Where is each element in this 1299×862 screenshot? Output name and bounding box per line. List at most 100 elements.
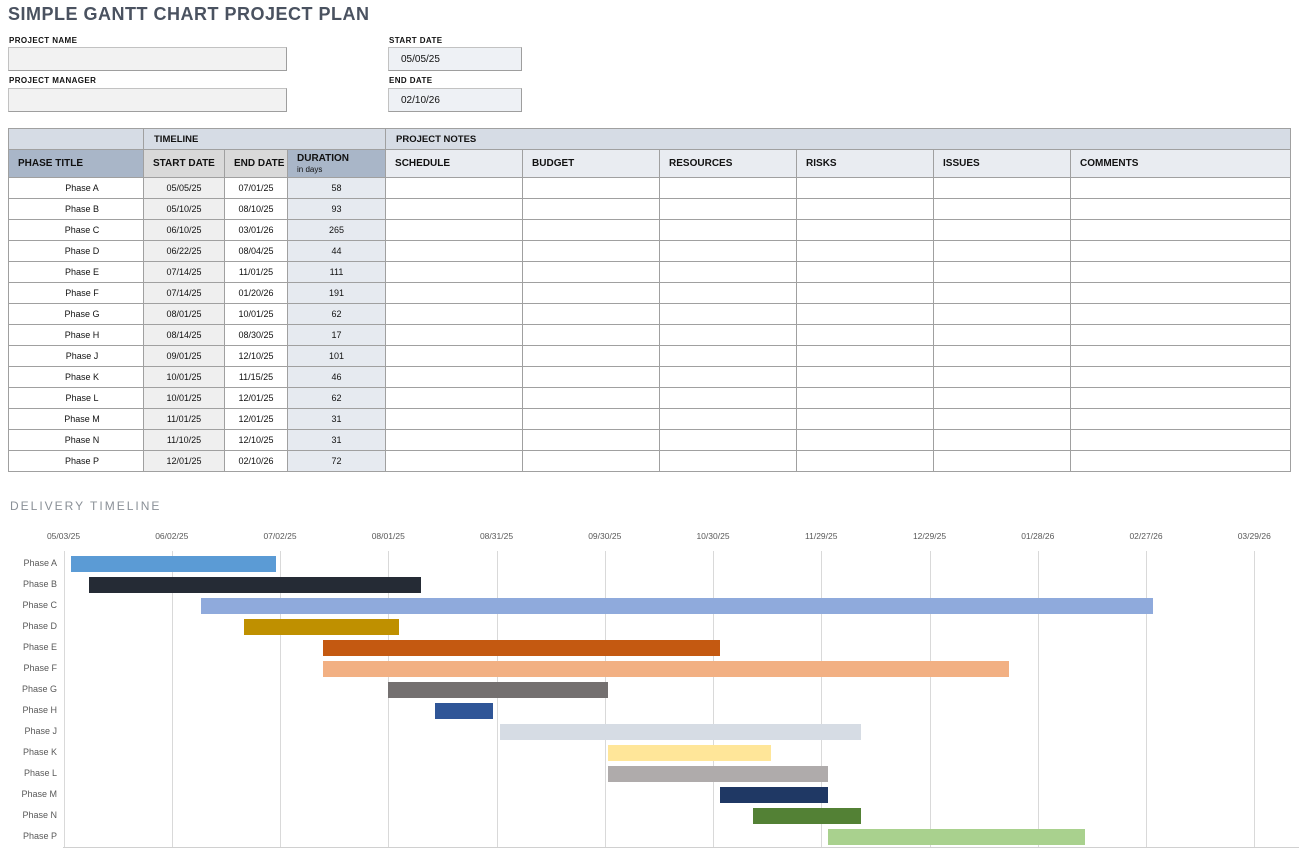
start-date-cell[interactable]: 10/01/25: [143, 387, 225, 409]
end-date-input[interactable]: [388, 88, 522, 112]
end-date-cell[interactable]: 12/10/25: [224, 345, 288, 367]
resources-cell[interactable]: [659, 219, 798, 241]
comments-cell[interactable]: [1070, 429, 1292, 451]
start-date-input[interactable]: [388, 47, 522, 71]
duration-cell[interactable]: 31: [286, 429, 387, 451]
phase-title-cell[interactable]: Phase M: [8, 408, 144, 430]
start-date-cell[interactable]: 09/01/25: [143, 345, 225, 367]
schedule-cell[interactable]: [385, 366, 524, 388]
duration-cell[interactable]: 265: [286, 219, 387, 241]
comments-cell[interactable]: [1070, 408, 1292, 430]
comments-cell[interactable]: [1070, 198, 1292, 220]
risks-cell[interactable]: [796, 324, 935, 346]
phase-title-cell[interactable]: Phase G: [8, 303, 144, 325]
phase-title-cell[interactable]: Phase D: [8, 240, 144, 262]
budget-cell[interactable]: [522, 450, 661, 472]
end-date-cell[interactable]: 12/01/25: [224, 387, 288, 409]
comments-cell[interactable]: [1070, 282, 1292, 304]
budget-cell[interactable]: [522, 303, 661, 325]
risks-cell[interactable]: [796, 450, 935, 472]
end-date-cell[interactable]: 11/01/25: [224, 261, 288, 283]
schedule-cell[interactable]: [385, 261, 524, 283]
start-date-cell[interactable]: 12/01/25: [143, 450, 225, 472]
end-date-cell[interactable]: 07/01/25: [224, 177, 288, 199]
risks-cell[interactable]: [796, 198, 935, 220]
duration-cell[interactable]: 17: [286, 324, 387, 346]
duration-cell[interactable]: 31: [286, 408, 387, 430]
duration-cell[interactable]: 111: [286, 261, 387, 283]
end-date-cell[interactable]: 08/10/25: [224, 198, 288, 220]
budget-cell[interactable]: [522, 240, 661, 262]
start-date-cell[interactable]: 11/10/25: [143, 429, 225, 451]
end-date-cell[interactable]: 12/01/25: [224, 408, 288, 430]
issues-cell[interactable]: [933, 408, 1072, 430]
issues-cell[interactable]: [933, 387, 1072, 409]
schedule-cell[interactable]: [385, 198, 524, 220]
issues-cell[interactable]: [933, 429, 1072, 451]
start-date-cell[interactable]: 06/22/25: [143, 240, 225, 262]
phase-title-cell[interactable]: Phase J: [8, 345, 144, 367]
issues-cell[interactable]: [933, 240, 1072, 262]
resources-cell[interactable]: [659, 366, 798, 388]
comments-cell[interactable]: [1070, 261, 1292, 283]
end-date-cell[interactable]: 11/15/25: [224, 366, 288, 388]
budget-cell[interactable]: [522, 198, 661, 220]
schedule-cell[interactable]: [385, 240, 524, 262]
end-date-cell[interactable]: 12/10/25: [224, 429, 288, 451]
resources-cell[interactable]: [659, 345, 798, 367]
resources-cell[interactable]: [659, 387, 798, 409]
phase-title-cell[interactable]: Phase L: [8, 387, 144, 409]
comments-cell[interactable]: [1070, 303, 1292, 325]
duration-cell[interactable]: 62: [286, 387, 387, 409]
duration-cell[interactable]: 62: [286, 303, 387, 325]
phase-title-cell[interactable]: Phase H: [8, 324, 144, 346]
end-date-cell[interactable]: 03/01/26: [224, 219, 288, 241]
risks-cell[interactable]: [796, 408, 935, 430]
phase-title-cell[interactable]: Phase P: [8, 450, 144, 472]
schedule-cell[interactable]: [385, 177, 524, 199]
budget-cell[interactable]: [522, 219, 661, 241]
start-date-cell[interactable]: 10/01/25: [143, 366, 225, 388]
budget-cell[interactable]: [522, 282, 661, 304]
phase-title-cell[interactable]: Phase F: [8, 282, 144, 304]
risks-cell[interactable]: [796, 282, 935, 304]
duration-cell[interactable]: 44: [286, 240, 387, 262]
comments-cell[interactable]: [1070, 219, 1292, 241]
end-date-cell[interactable]: 01/20/26: [224, 282, 288, 304]
resources-cell[interactable]: [659, 429, 798, 451]
phase-title-cell[interactable]: Phase A: [8, 177, 144, 199]
end-date-cell[interactable]: 02/10/26: [224, 450, 288, 472]
budget-cell[interactable]: [522, 408, 661, 430]
issues-cell[interactable]: [933, 198, 1072, 220]
duration-cell[interactable]: 58: [286, 177, 387, 199]
duration-cell[interactable]: 191: [286, 282, 387, 304]
end-date-cell[interactable]: 10/01/25: [224, 303, 288, 325]
phase-title-cell[interactable]: Phase B: [8, 198, 144, 220]
comments-cell[interactable]: [1070, 450, 1292, 472]
resources-cell[interactable]: [659, 261, 798, 283]
risks-cell[interactable]: [796, 366, 935, 388]
resources-cell[interactable]: [659, 408, 798, 430]
issues-cell[interactable]: [933, 303, 1072, 325]
budget-cell[interactable]: [522, 177, 661, 199]
phase-title-cell[interactable]: Phase C: [8, 219, 144, 241]
risks-cell[interactable]: [796, 345, 935, 367]
risks-cell[interactable]: [796, 387, 935, 409]
start-date-cell[interactable]: 05/05/25: [143, 177, 225, 199]
schedule-cell[interactable]: [385, 429, 524, 451]
start-date-cell[interactable]: 07/14/25: [143, 282, 225, 304]
issues-cell[interactable]: [933, 366, 1072, 388]
schedule-cell[interactable]: [385, 219, 524, 241]
start-date-cell[interactable]: 08/14/25: [143, 324, 225, 346]
phase-title-cell[interactable]: Phase N: [8, 429, 144, 451]
issues-cell[interactable]: [933, 345, 1072, 367]
project-manager-input[interactable]: [8, 88, 287, 112]
phase-title-cell[interactable]: Phase E: [8, 261, 144, 283]
project-name-input[interactable]: [8, 47, 287, 71]
resources-cell[interactable]: [659, 450, 798, 472]
comments-cell[interactable]: [1070, 345, 1292, 367]
phase-title-cell[interactable]: Phase K: [8, 366, 144, 388]
resources-cell[interactable]: [659, 324, 798, 346]
comments-cell[interactable]: [1070, 240, 1292, 262]
duration-cell[interactable]: 101: [286, 345, 387, 367]
